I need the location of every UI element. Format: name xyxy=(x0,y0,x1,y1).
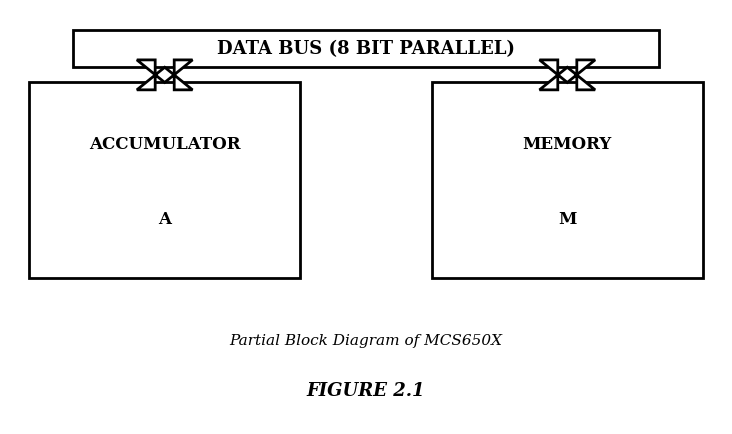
Text: Partial Block Diagram of MCS650X: Partial Block Diagram of MCS650X xyxy=(230,334,502,348)
Text: FIGURE 2.1: FIGURE 2.1 xyxy=(307,381,425,400)
Bar xyxy=(432,82,703,278)
Text: MEMORY: MEMORY xyxy=(523,136,612,154)
Text: ACCUMULATOR: ACCUMULATOR xyxy=(89,136,240,154)
Bar xyxy=(29,82,300,278)
Polygon shape xyxy=(137,60,193,90)
Text: M: M xyxy=(558,210,577,228)
Text: DATA BUS (8 BIT PARALLEL): DATA BUS (8 BIT PARALLEL) xyxy=(217,40,515,58)
Polygon shape xyxy=(539,60,595,90)
Text: A: A xyxy=(158,210,171,228)
Bar xyxy=(73,30,659,67)
